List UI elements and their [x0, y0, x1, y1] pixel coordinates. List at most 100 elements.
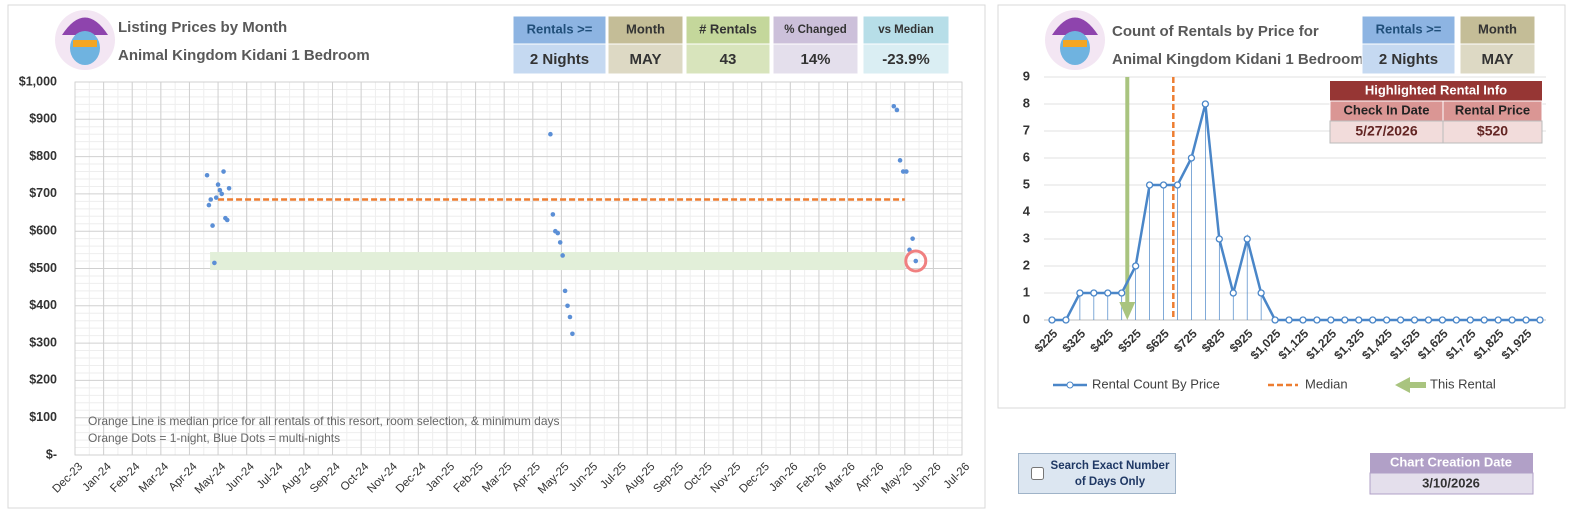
- y-tick-label: 2: [1023, 257, 1030, 272]
- y-tick-label: $600: [29, 223, 57, 237]
- data-point: [897, 158, 903, 163]
- y-tick-label: $300: [29, 335, 57, 349]
- card-value: MAY: [1482, 51, 1514, 68]
- card-header: [862, 15, 950, 45]
- data-point: [891, 103, 897, 109]
- data-point: [221, 169, 226, 174]
- count-point: [1313, 316, 1321, 324]
- count-point: [1090, 289, 1098, 297]
- count-point: [1369, 316, 1377, 324]
- checkbox-control[interactable]: Search Exact Number of Days Only: [1018, 453, 1176, 494]
- card-body: [772, 43, 859, 75]
- card-header: [685, 15, 771, 45]
- count-point: [1076, 289, 1084, 297]
- y-tick-label: 5: [1023, 176, 1030, 191]
- count-point: [1410, 316, 1419, 324]
- card-label: Rentals >=: [527, 21, 593, 36]
- data-point: [565, 303, 570, 309]
- y-tick-label: 6: [1023, 149, 1030, 164]
- count-point: [1159, 181, 1168, 189]
- count-point: [1187, 154, 1196, 162]
- data-point: [562, 288, 568, 294]
- card-body: [685, 43, 771, 75]
- count-point: [1104, 289, 1112, 297]
- data-point: [567, 314, 573, 320]
- chart-subtitle: Animal Kingdom Kidani 1 Bedroom: [118, 47, 370, 64]
- legend-swatch: [1066, 381, 1074, 389]
- count-point: [1452, 316, 1460, 324]
- legend-label: Rental Count By Price: [1092, 376, 1220, 391]
- highlight-band: [210, 252, 905, 271]
- count-point: [1257, 289, 1265, 297]
- y-tick-label: 4: [1023, 203, 1031, 218]
- count-point: [1271, 316, 1279, 324]
- data-point: [206, 202, 212, 208]
- data-point: [910, 236, 915, 241]
- highlight-ring: [904, 249, 928, 273]
- legend-label: Median: [1305, 376, 1348, 391]
- data-point: [204, 172, 210, 178]
- data-point: [894, 107, 900, 113]
- y-tick-label: 3: [1023, 230, 1030, 245]
- card-label: vs Median: [878, 24, 934, 36]
- y-tick-label: 8: [1023, 95, 1030, 110]
- logo: [1045, 10, 1105, 70]
- card-body: [862, 43, 950, 75]
- y-tick-label: $200: [29, 373, 57, 387]
- card-value: -23.9%: [882, 51, 930, 68]
- card-body: [607, 43, 684, 75]
- card-value: 14%: [800, 51, 830, 68]
- annotation: Orange Dots = 1-night, Blue Dots = multi…: [88, 431, 340, 445]
- info-title-bg: [1330, 81, 1542, 101]
- count-point: [1438, 316, 1447, 324]
- count-point: [1424, 316, 1433, 324]
- count-point: [1327, 316, 1335, 324]
- count-point: [1118, 289, 1126, 297]
- card-label: % Changed: [784, 24, 847, 36]
- data-point: [224, 217, 230, 223]
- count-point: [1215, 235, 1223, 243]
- count-point: [1480, 316, 1488, 324]
- card-value: MAY: [630, 51, 662, 68]
- count-point: [1285, 316, 1293, 324]
- checkbox[interactable]: [1031, 467, 1044, 480]
- data-point: [560, 253, 565, 258]
- count-point: [1048, 316, 1056, 324]
- data-point: [550, 212, 556, 217]
- count-point: [1508, 316, 1516, 324]
- data-point: [208, 197, 214, 202]
- card-label: Month: [1478, 21, 1517, 36]
- data-point: [213, 195, 219, 200]
- count-point: [1062, 316, 1070, 324]
- card-body: [512, 43, 607, 75]
- count-point: [1229, 289, 1237, 297]
- count-point: [1132, 262, 1140, 270]
- count-point: [1341, 316, 1349, 324]
- y-tick-label: $400: [29, 298, 57, 312]
- count-point: [1145, 181, 1154, 189]
- card-label: Month: [626, 21, 665, 36]
- date-label: Chart Creation Date: [1390, 454, 1512, 469]
- y-tick-label: $1,000: [19, 74, 57, 88]
- count-point: [1173, 181, 1182, 189]
- date-body-bg: [1369, 472, 1534, 495]
- data-point: [904, 169, 909, 174]
- info-header: Check In Date: [1344, 102, 1430, 117]
- y-tick-label: 0: [1023, 311, 1030, 326]
- card-header: [1459, 15, 1536, 45]
- date-value: 3/10/2026: [1422, 475, 1480, 490]
- count-point: [1522, 316, 1530, 324]
- data-point: [570, 331, 575, 337]
- data-point: [219, 191, 225, 197]
- chart-title: Count of Rentals by Price for: [1112, 23, 1319, 40]
- card-header: [607, 15, 684, 45]
- count-point: [1355, 316, 1363, 324]
- data-point: [226, 186, 232, 191]
- y-tick-label: 9: [1023, 68, 1030, 83]
- logo: [55, 10, 115, 70]
- count-point: [1494, 316, 1502, 324]
- data-point: [557, 240, 563, 245]
- info-header: Rental Price: [1455, 102, 1530, 117]
